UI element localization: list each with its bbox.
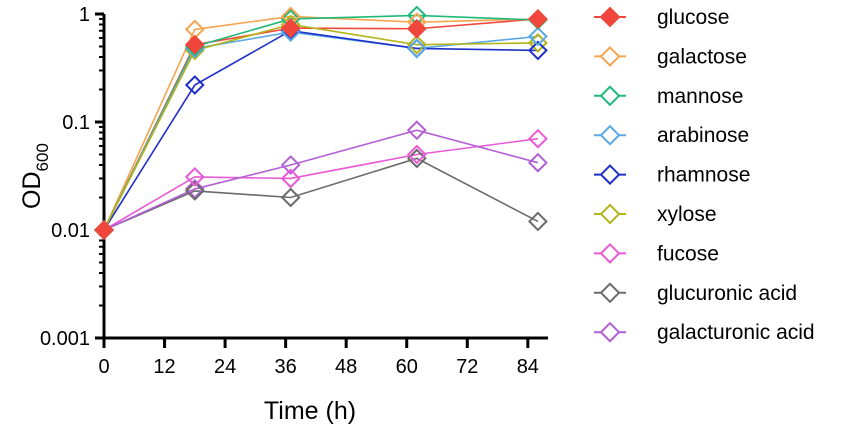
legend-item: galacturonic acid [594,321,815,344]
series-line-glucose [103,18,538,231]
legend-marker [599,6,621,28]
legend-label: rhamnose [657,164,750,187]
legend-marker [599,45,621,67]
data-point-glucuronic-acid [280,187,301,208]
y-tick-label: 0.01 [51,220,90,242]
y-axis-title: OD600 [18,143,52,209]
x-tick-label: 24 [214,356,236,378]
data-point-glucose [94,220,114,240]
data-point-glucose [280,18,301,39]
legend-item: glucose [594,6,729,29]
legend-label: arabinose [657,124,749,147]
legend-label: mannose [657,85,743,108]
data-point-glucuronic-acid [527,211,548,232]
legend-label: fucose [657,242,719,265]
legend-item: fucose [594,242,719,265]
y-axis-title-subscript: 600 [33,143,52,171]
x-axis-title: Time (h) [264,397,356,425]
y-tick-label: 0.1 [62,112,90,134]
legend-marker [599,203,621,225]
data-point-rhamnose [527,40,548,61]
series-line-galactose [103,15,538,231]
x-tick-label: 60 [396,356,418,378]
legend-item: galactose [594,45,747,68]
series-line-mannose [103,14,538,231]
series-line-galacturonic-acid [103,129,539,231]
x-tick-label: 84 [517,356,539,378]
legend-item: mannose [594,85,743,108]
x-tick-label: 72 [456,356,478,378]
legend-item: arabinose [594,124,749,147]
x-tick-label: 0 [98,356,109,378]
axes [102,14,548,340]
data-point-galacturonic-acid [280,155,301,175]
data-point-glucuronic-acid [184,181,205,201]
series-lines [103,14,539,231]
data-point-galacturonic-acid [527,152,548,173]
data-point-galacturonic-acid [184,179,205,199]
legend-label: glucose [657,6,729,29]
legend-item: glucuronic acid [594,282,797,305]
legend: glucose galactose mannose arabinose rhamnose… [594,6,815,344]
y-tick-label: 1 [79,4,90,26]
data-point-galacturonic-acid [406,120,427,141]
legend-marker [599,282,621,304]
data-point-fucose [406,144,427,165]
legend-marker [599,124,621,146]
data-point-fucose [184,167,205,187]
legend-item: rhamnose [594,164,750,187]
legend-label: xylose [657,203,717,226]
data-point-arabinose [406,38,427,59]
data-point-fucose [527,128,548,149]
series-markers [94,5,548,240]
legend-label: galacturonic acid [657,321,815,344]
data-point-arabinose [527,26,548,47]
x-tick-label: 48 [335,356,357,378]
data-point-xylose [406,34,427,55]
legend-marker [599,321,621,343]
x-axis-ticks: 0 12 24 36 48 60 72 84 [98,338,539,378]
data-point-rhamnose [184,75,205,95]
legend-item: xylose [594,203,717,226]
series-line-glucuronic-acid [103,157,539,231]
series-line-fucose [103,137,539,231]
y-tick-label: 0.001 [40,328,90,350]
legend-label: galactose [657,45,747,68]
data-point-fucose [280,168,301,189]
legend-marker [599,85,621,107]
x-tick-label: 36 [275,356,297,378]
data-point-glucuronic-acid [406,148,427,169]
y-axis-title-main: OD [18,171,46,209]
data-point-glucose [527,9,548,29]
data-point-glucose [184,34,205,55]
data-point-glucose [406,18,427,39]
x-tick-label: 12 [153,356,175,378]
legend-marker [599,164,621,186]
legend-label: glucuronic acid [657,282,797,305]
legend-marker [599,242,621,264]
y-axis-ticks: 0.001 0.01 0.1 1 [40,4,104,350]
